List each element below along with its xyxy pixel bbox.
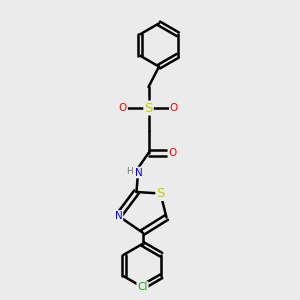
Text: O: O	[119, 103, 127, 113]
Text: H: H	[126, 167, 133, 176]
Text: O: O	[170, 103, 178, 113]
Text: N: N	[115, 211, 122, 221]
Text: Cl: Cl	[137, 282, 148, 292]
Text: S: S	[156, 187, 165, 200]
Text: N: N	[135, 167, 142, 178]
Text: O: O	[168, 148, 177, 158]
Text: S: S	[144, 101, 153, 115]
